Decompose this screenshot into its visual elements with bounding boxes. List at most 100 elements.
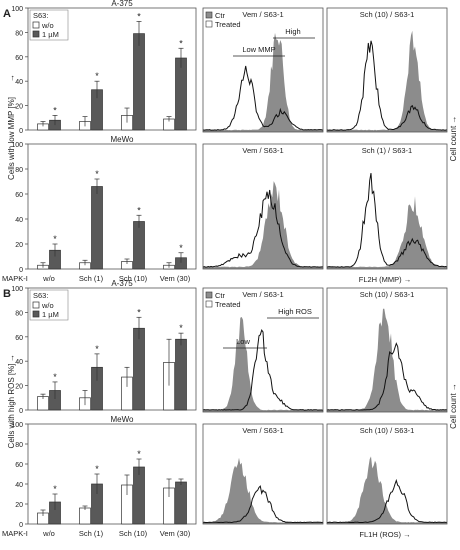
y-tick-label: 40 <box>15 359 23 366</box>
chart-title: A-375 <box>111 0 133 8</box>
legend-swatch-ctr <box>205 291 213 299</box>
legend-label-wo: w/o <box>41 301 54 310</box>
histogram-x-label: FL1H (ROS) → <box>359 530 410 539</box>
significance-star: * <box>137 11 141 21</box>
histogram-treated-line <box>202 328 324 411</box>
histogram-treated-line <box>202 189 324 268</box>
histogram-ctr-area <box>327 308 447 412</box>
gate-label-high: High <box>285 27 300 36</box>
legend-label-ctr: Ctr <box>215 291 226 300</box>
gate-label-low: Low MMP <box>242 45 275 54</box>
legend-swatch-wo <box>32 301 40 309</box>
significance-star: * <box>53 234 57 244</box>
cell-count-label: Cell count → <box>449 383 458 429</box>
histogram-treated-line <box>326 40 448 131</box>
significance-star: * <box>137 205 141 215</box>
bar-chart-frame <box>27 423 197 525</box>
y-tick-label: 20 <box>15 502 23 509</box>
y-tick-label: 60 <box>15 335 23 342</box>
y-tick-label: 60 <box>15 462 23 469</box>
gate-label-low: Low <box>236 337 250 346</box>
y-tick-label: 20 <box>15 242 23 249</box>
y-tick-label: 80 <box>15 30 23 37</box>
histogram-title: Sch (10) / S63-1 <box>360 10 415 19</box>
y-tick-label: 20 <box>15 384 23 391</box>
legend-label-treated: Treated <box>215 300 241 309</box>
mapk-label: MAPK-I <box>2 529 28 538</box>
histogram-frame <box>326 7 448 133</box>
legend-header: S63: <box>33 291 48 300</box>
bar-wo <box>79 507 91 525</box>
y-tick-label: 100 <box>11 286 23 293</box>
y-axis-arrow: → <box>7 354 16 362</box>
y-axis-label: Cells with low MMP [%] <box>7 97 16 180</box>
y-tick-label: 40 <box>15 79 23 86</box>
bar-1um <box>133 466 145 525</box>
y-tick-label: 80 <box>15 310 23 317</box>
histogram-title: Sch (1) / S63-1 <box>362 146 412 155</box>
histogram-title: Sch (10) / S63-1 <box>360 290 415 299</box>
significance-star: * <box>179 38 183 48</box>
histogram-ctr-area <box>327 30 447 133</box>
histogram-ctr-area <box>203 317 323 412</box>
significance-star: * <box>95 464 99 474</box>
legend-swatch-treated <box>205 20 213 28</box>
histogram-ctr-area <box>327 456 447 524</box>
significance-star: * <box>179 323 183 333</box>
significance-star: * <box>179 243 183 253</box>
histogram-treated-line <box>326 478 447 524</box>
significance-star: * <box>53 372 57 382</box>
bar-1um <box>91 186 103 270</box>
x-category-label: w/o <box>42 274 55 283</box>
x-category-label: Vem (30) <box>160 529 191 538</box>
legend-label-wo: w/o <box>41 21 54 30</box>
chart-title: MeWo <box>111 135 135 144</box>
legend-label-ctr: Ctr <box>215 11 226 20</box>
histogram-treated-line <box>326 173 448 268</box>
cell-count-label: Cell count → <box>449 116 458 162</box>
histogram-frame <box>202 287 324 413</box>
histogram-frame <box>326 287 448 413</box>
mapk-label: MAPK-I <box>2 274 28 283</box>
x-category-label: Sch (10) <box>119 274 148 283</box>
histogram-treated-line <box>202 65 324 131</box>
y-axis-label: Cells with high ROS [%] <box>7 364 16 449</box>
histogram-treated-line <box>202 485 324 524</box>
y-tick-label: 100 <box>11 6 23 13</box>
significance-star: * <box>95 344 99 354</box>
bar-1um <box>175 481 187 525</box>
bar-1um <box>175 338 187 411</box>
chart-title: MeWo <box>111 415 135 424</box>
legend-label-treated: Treated <box>215 20 241 29</box>
histogram-frame <box>326 423 448 525</box>
histogram-x-label: FL2H (MMP) → <box>359 275 412 284</box>
legend-swatch-1um <box>32 30 40 38</box>
y-tick-label: 60 <box>15 55 23 62</box>
bar-1um <box>133 327 145 411</box>
significance-star: * <box>137 307 141 317</box>
histogram-title: Vem / S63-1 <box>242 146 283 155</box>
histogram-frame <box>202 423 324 525</box>
bar-1um <box>133 33 145 131</box>
x-category-label: Sch (1) <box>79 274 104 283</box>
y-tick-label: 60 <box>15 192 23 199</box>
bar-chart-frame <box>27 7 197 131</box>
panel-letter: B <box>3 288 11 300</box>
y-tick-label: 40 <box>15 482 23 489</box>
significance-star: * <box>95 169 99 179</box>
histogram-frame <box>202 7 324 133</box>
histogram-frame <box>326 143 448 270</box>
significance-star: * <box>53 484 57 494</box>
histogram-title: Sch (10) / S63-1 <box>360 426 415 435</box>
chart-title: A-375 <box>111 279 133 288</box>
y-tick-label: 0 <box>19 408 23 415</box>
bar-chart-frame <box>27 143 197 270</box>
legend-label-1um: 1 µM <box>42 310 59 319</box>
y-tick-label: 80 <box>15 167 23 174</box>
panel-letter: A <box>3 8 11 20</box>
x-category-label: Vem (30) <box>160 274 191 283</box>
legend-swatch-treated <box>205 300 213 308</box>
bar-1um <box>133 221 145 270</box>
y-tick-label: 80 <box>15 442 23 449</box>
x-category-label: Sch (1) <box>79 529 104 538</box>
